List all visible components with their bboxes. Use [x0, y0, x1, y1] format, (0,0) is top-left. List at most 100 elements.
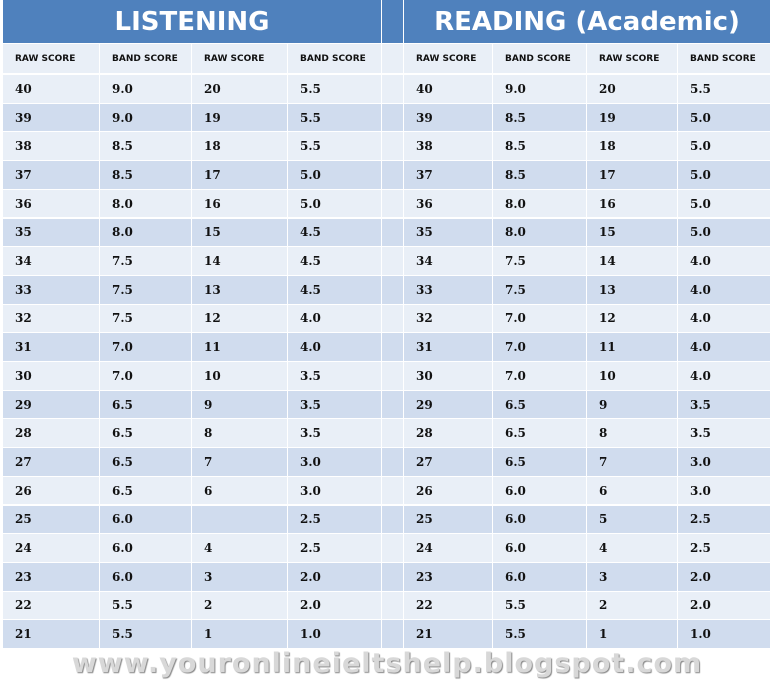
table-cell: 4.0: [288, 304, 382, 334]
table-cell: 9.0: [493, 75, 587, 104]
table-cell: 13: [192, 275, 288, 305]
gap-cell: [382, 620, 404, 649]
table-cell: 8.0: [100, 218, 192, 248]
table-cell: 2.0: [288, 591, 382, 621]
table-cell: 8: [587, 419, 678, 449]
table-cell: 5.5: [288, 75, 382, 104]
table-cell: 8.0: [493, 218, 587, 248]
table-cell: 14: [587, 247, 678, 276]
table-cell: 8.5: [493, 132, 587, 162]
table-cell: 36: [404, 189, 493, 219]
table-cell: 9.0: [100, 103, 192, 133]
table-cell: 35: [404, 218, 493, 248]
gap-cell: [382, 362, 404, 391]
table-cell: 4.0: [678, 304, 771, 334]
table-cell: 20: [192, 75, 288, 104]
table-cell: 7.5: [493, 275, 587, 305]
table-cell: 31: [3, 333, 100, 362]
gap-header: [382, 0, 404, 44]
table-cell: 5: [587, 505, 678, 535]
gap-cell: [382, 390, 404, 420]
table-cell: 26: [3, 476, 100, 506]
table-cell: 37: [404, 161, 493, 190]
table-cell: 24: [404, 534, 493, 563]
table-cell: 3.5: [678, 390, 771, 420]
table-cell: 8.0: [493, 189, 587, 219]
table-cell: 3.5: [288, 362, 382, 391]
table-cell: 23: [404, 562, 493, 592]
table-cell: 40: [404, 75, 493, 104]
table-cell: 6: [192, 476, 288, 506]
column-header: BAND SCORE: [100, 44, 192, 74]
column-header: BAND SCORE: [678, 44, 771, 74]
table-cell: 32: [404, 304, 493, 334]
table-cell: 30: [404, 362, 493, 391]
table-cell: 39: [404, 103, 493, 133]
table-cell: 34: [3, 247, 100, 276]
table-cell: 3.5: [288, 419, 382, 449]
table-cell: 8.0: [100, 189, 192, 219]
table-cell: 9: [192, 390, 288, 420]
table-cell: 5.5: [493, 620, 587, 649]
table-cell: 4.5: [288, 275, 382, 305]
table-cell: 7.5: [100, 275, 192, 305]
table-cell: 7.0: [100, 362, 192, 391]
table-cell: 23: [3, 562, 100, 592]
table-cell: 5.5: [100, 591, 192, 621]
table-cell: 8: [192, 419, 288, 449]
table-cell: 36: [3, 189, 100, 219]
table-cell: 26: [404, 476, 493, 506]
table-cell: 40: [3, 75, 100, 104]
section-title: LISTENING: [3, 0, 382, 44]
table-cell: 9: [587, 390, 678, 420]
table-cell: 14: [192, 247, 288, 276]
table-cell: 6.5: [493, 390, 587, 420]
table-cell: 5.0: [678, 189, 771, 219]
table-cell: 27: [3, 448, 100, 477]
gap-cell: [382, 275, 404, 305]
table-cell: 6.5: [493, 448, 587, 477]
gap-cell: [382, 476, 404, 506]
table-cell: 3.0: [288, 476, 382, 506]
table-cell: 37: [3, 161, 100, 190]
table-cell: 6.0: [100, 562, 192, 592]
table-cell: 21: [3, 620, 100, 649]
table-cell: 2.5: [288, 505, 382, 535]
table-cell: 27: [404, 448, 493, 477]
table-cell: 3: [587, 562, 678, 592]
table-cell: 38: [404, 132, 493, 162]
column-header: BAND SCORE: [493, 44, 587, 74]
table-cell: 18: [192, 132, 288, 162]
table-cell: 22: [3, 591, 100, 621]
table-cell: 1: [587, 620, 678, 649]
table-cell: 4.5: [288, 218, 382, 248]
table-cell: 2.0: [288, 562, 382, 592]
table-cell: 35: [3, 218, 100, 248]
table-cell: 2.5: [288, 534, 382, 563]
table-cell: 31: [404, 333, 493, 362]
table-cell: 6.5: [100, 476, 192, 506]
table-cell: 1: [192, 620, 288, 649]
table-cell: 4: [587, 534, 678, 563]
gap-cell: [382, 189, 404, 219]
gap-cell: [382, 161, 404, 190]
table-cell: 3: [192, 562, 288, 592]
table-cell: 15: [192, 218, 288, 248]
section-title: READING (Academic): [404, 0, 771, 44]
gap-cell: [382, 591, 404, 621]
column-header: RAW SCORE: [192, 44, 288, 74]
table-cell: 2: [192, 591, 288, 621]
table-cell: [192, 505, 288, 535]
table-cell: 7.0: [493, 333, 587, 362]
table-cell: 15: [587, 218, 678, 248]
table-cell: 6.5: [100, 448, 192, 477]
table-cell: 28: [404, 419, 493, 449]
table-cell: 2: [587, 591, 678, 621]
table-cell: 8.5: [493, 161, 587, 190]
table-cell: 8.5: [100, 161, 192, 190]
gap-cell: [382, 132, 404, 162]
gap-cell: [382, 505, 404, 535]
table-cell: 7.5: [100, 304, 192, 334]
column-header: RAW SCORE: [404, 44, 493, 74]
